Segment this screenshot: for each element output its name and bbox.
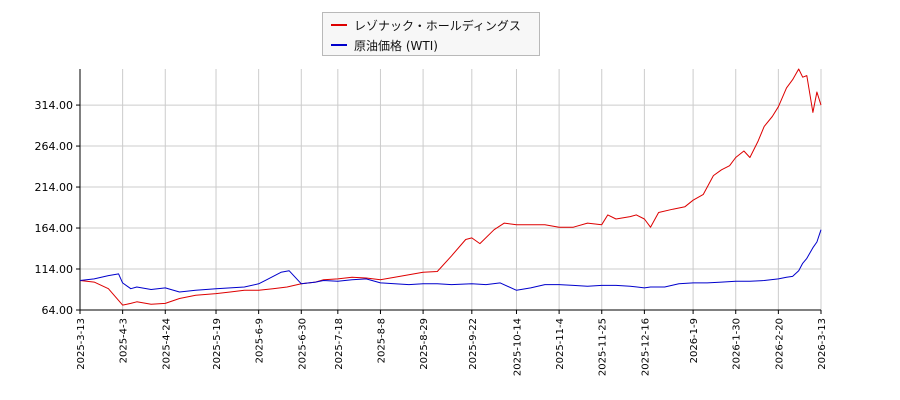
legend-swatch-series-1	[331, 24, 347, 26]
series-line-2	[79, 229, 822, 293]
x-tick-label: 2025-11-25	[598, 318, 609, 376]
x-tick-label: 2025-7-18	[334, 318, 345, 370]
series-line-1	[79, 68, 822, 306]
x-tick-label: 2025-4-3	[119, 318, 130, 363]
x-tick-label: 2025-6-30	[297, 318, 308, 370]
legend-swatch-series-2	[331, 44, 347, 46]
x-tick-label: 2025-9-22	[468, 318, 479, 370]
legend-item-series-1: レゾナック・ホールディングス	[331, 15, 521, 35]
x-tick-label: 2025-3-13	[76, 318, 87, 370]
legend-label-series-2: 原油価格 (WTI)	[354, 38, 438, 53]
y-tick-label: 264.00	[35, 140, 74, 153]
grid-lines	[79, 69, 822, 311]
y-tick-label: 114.00	[35, 263, 74, 276]
x-tick-label: 2025-12-16	[640, 318, 651, 376]
x-tick-label: 2025-10-14	[512, 318, 523, 376]
y-tick-label: 314.00	[35, 99, 74, 112]
series-lines	[79, 68, 822, 306]
x-tick-label: 2025-8-29	[419, 318, 430, 370]
x-tick-label: 2025-4-24	[161, 318, 172, 370]
axes	[76, 69, 822, 314]
y-tick-label: 164.00	[35, 222, 74, 235]
x-tick-label: 2026-3-13	[817, 318, 828, 370]
x-tick-label: 2025-8-8	[376, 318, 387, 363]
chart-legend: レゾナック・ホールディングス 原油価格 (WTI)	[322, 12, 540, 56]
x-tick-label: 2025-6-9	[255, 318, 266, 363]
x-tick-label: 2026-1-30	[732, 318, 743, 370]
x-tick-label: 2026-2-20	[774, 318, 785, 370]
legend-item-series-2: 原油価格 (WTI)	[331, 35, 438, 55]
x-tick-label: 2025-5-19	[212, 318, 223, 370]
y-tick-label: 64.00	[42, 304, 74, 317]
x-tick-label: 2026-1-9	[689, 318, 700, 363]
x-tick-label: 2025-11-4	[555, 318, 566, 370]
legend-label-series-1: レゾナック・ホールディングス	[354, 18, 521, 33]
y-tick-label: 214.00	[35, 181, 74, 194]
tick-labels: 64.00 114.00 164.00 214.00 264.00 314.00 2025-…	[35, 99, 829, 376]
